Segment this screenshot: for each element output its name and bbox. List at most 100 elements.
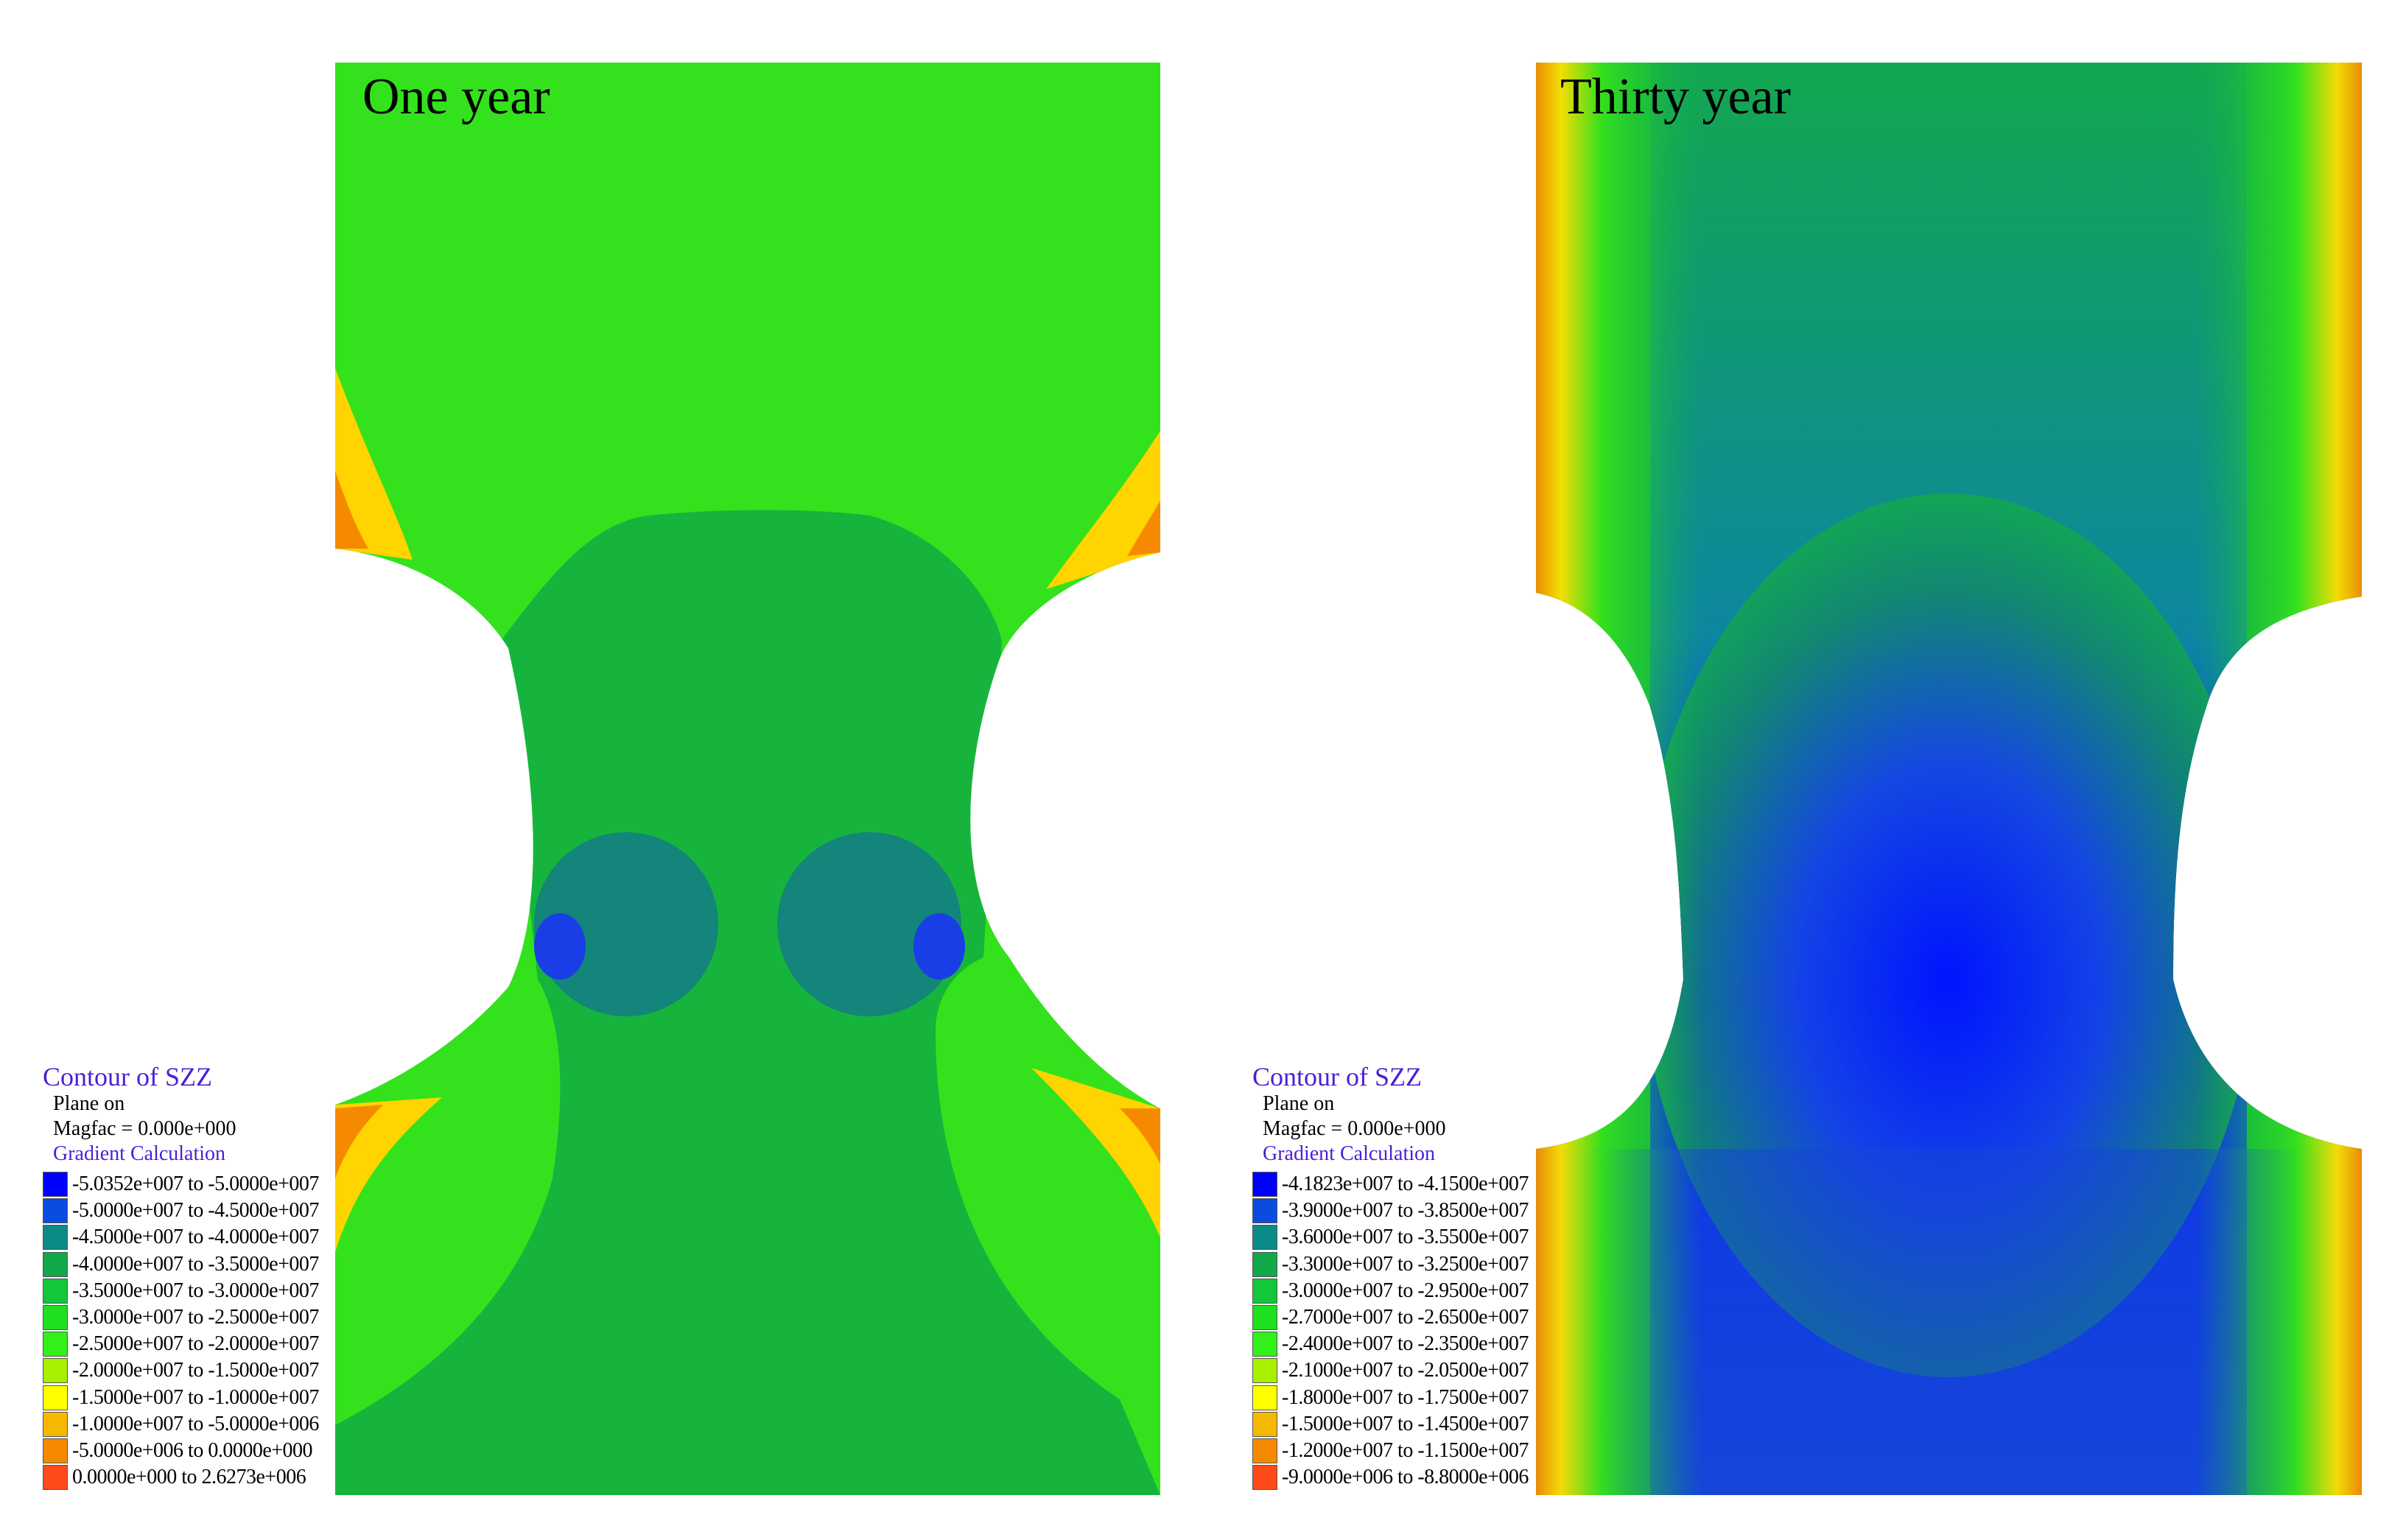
field-side-glow (1536, 63, 2362, 1495)
legend-range: -2.4000e+007 to -2.3500e+007 (1282, 1332, 1529, 1356)
legend-row: -1.8000e+007 to -1.7500e+007 (1252, 1385, 1529, 1411)
legend-row: -2.0000e+007 to -1.5000e+007 (43, 1357, 319, 1384)
legend-range: 0.0000e+000 to 2.6273e+006 (72, 1466, 306, 1489)
legend-row: -1.0000e+007 to -5.0000e+006 (43, 1411, 319, 1438)
legend-row: -2.7000e+007 to -2.6500e+007 (1252, 1304, 1529, 1331)
legend-swatch (43, 1358, 68, 1384)
legend-range: -3.5000e+007 to -3.0000e+007 (72, 1279, 319, 1302)
legend-row: -3.6000e+007 to -3.5500e+007 (1252, 1224, 1529, 1251)
panel-title: Thirty year (1560, 68, 1791, 125)
legend-plane: Plane on (1263, 1092, 1335, 1115)
legend-rows: -4.1823e+007 to -4.1500e+007 -3.9000e+00… (1252, 1171, 1529, 1491)
legend-swatch (1252, 1198, 1277, 1224)
legend-range: -3.9000e+007 to -3.8500e+007 (1282, 1199, 1529, 1223)
legend-row: 0.0000e+000 to 2.6273e+006 (43, 1464, 319, 1491)
field-hot-bottom-left-inner (335, 1105, 383, 1178)
legend-row: -5.0352e+007 to -5.0000e+007 (43, 1171, 319, 1198)
legend-range: -1.2000e+007 to -1.1500e+007 (1282, 1438, 1529, 1462)
legend-swatch (1252, 1251, 1277, 1277)
field-hot-top-left-inner (335, 471, 368, 549)
legend-row: -2.4000e+007 to -2.3500e+007 (1252, 1331, 1529, 1357)
legend-title: Contour of SZZ (43, 1062, 212, 1091)
legend-row: -1.5000e+007 to -1.0000e+007 (43, 1385, 319, 1411)
legend-magfac: Magfac = 0.000e+000 (53, 1117, 236, 1140)
legend-row: -9.0000e+006 to -8.8000e+006 (1252, 1464, 1529, 1491)
legend-swatch (1252, 1385, 1277, 1410)
field-blue-right (913, 913, 965, 980)
legend-row: -1.5000e+007 to -1.4500e+007 (1252, 1411, 1529, 1438)
legend-row: -2.5000e+007 to -2.0000e+007 (43, 1331, 319, 1357)
legend-row: -3.3000e+007 to -3.2500e+007 (1252, 1251, 1529, 1278)
legend-range: -1.5000e+007 to -1.0000e+007 (72, 1385, 319, 1409)
legend-swatch (43, 1465, 68, 1491)
legend-plane: Plane on (53, 1092, 125, 1115)
field-teal-left (534, 832, 718, 1016)
legend-range: -4.5000e+007 to -4.0000e+007 (72, 1226, 319, 1249)
legend-calculation: Gradient Calculation (53, 1142, 226, 1165)
legend-range: -9.0000e+006 to -8.8000e+006 (1282, 1466, 1529, 1489)
panel-thirty-year: Thirty year Contour of SZZ Plane on Magf… (1193, 0, 2392, 1540)
legend-range: -3.3000e+007 to -3.2500e+007 (1282, 1252, 1529, 1276)
legend-row: -5.0000e+006 to 0.0000e+000 (43, 1438, 319, 1464)
legend-swatch (1252, 1411, 1277, 1437)
legend-swatch (1252, 1172, 1277, 1198)
legend-range: -4.1823e+007 to -4.1500e+007 (1282, 1172, 1529, 1196)
legend-range: -2.7000e+007 to -2.6500e+007 (1282, 1306, 1529, 1329)
legend-range: -5.0352e+007 to -5.0000e+007 (72, 1172, 319, 1196)
field-teal-right (777, 832, 961, 1016)
legend-swatch (1252, 1438, 1277, 1463)
field-hot-bottom-right-inner (1120, 1108, 1160, 1164)
legend-range: -3.0000e+007 to -2.9500e+007 (1282, 1279, 1529, 1302)
legend-swatch (43, 1278, 68, 1304)
contour-plot-thirty-year (1536, 63, 2362, 1495)
legend-row: -3.5000e+007 to -3.0000e+007 (43, 1278, 319, 1304)
legend-swatch (1252, 1465, 1277, 1491)
legend-range: -3.6000e+007 to -3.5500e+007 (1282, 1226, 1529, 1249)
legend-swatch (43, 1385, 68, 1410)
legend-swatch (43, 1438, 68, 1463)
legend-magfac: Magfac = 0.000e+000 (1263, 1117, 1446, 1140)
legend-row: -1.2000e+007 to -1.1500e+007 (1252, 1438, 1529, 1464)
legend-calculation: Gradient Calculation (1263, 1142, 1436, 1165)
legend-range: -2.1000e+007 to -2.0500e+007 (1282, 1359, 1529, 1382)
legend-one-year: Contour of SZZ Plane on Magfac = 0.000e+… (43, 1062, 319, 1491)
legend-rows: -5.0352e+007 to -5.0000e+007 -5.0000e+00… (43, 1171, 319, 1491)
legend-swatch (1252, 1278, 1277, 1304)
field-core (335, 510, 1160, 1495)
legend-range: -5.0000e+006 to 0.0000e+000 (72, 1438, 313, 1462)
legend-row: -4.1823e+007 to -4.1500e+007 (1252, 1171, 1529, 1198)
legend-row: -3.9000e+007 to -3.8500e+007 (1252, 1198, 1529, 1224)
field-blue-left (534, 913, 586, 980)
legend-row: -3.0000e+007 to -2.5000e+007 (43, 1304, 319, 1331)
legend-thirty-year: Contour of SZZ Plane on Magfac = 0.000e+… (1252, 1062, 1529, 1491)
legend-swatch (1252, 1305, 1277, 1331)
field-hot-bottom-left (335, 1097, 442, 1252)
legend-swatch (1252, 1358, 1277, 1384)
legend-swatch (1252, 1225, 1277, 1251)
legend-swatch (43, 1305, 68, 1331)
legend-swatch (43, 1198, 68, 1224)
legend-swatch (43, 1411, 68, 1437)
contour-plot-one-year (335, 63, 1160, 1495)
legend-row: -3.0000e+007 to -2.9500e+007 (1252, 1278, 1529, 1304)
legend-swatch (43, 1332, 68, 1357)
legend-range: -1.8000e+007 to -1.7500e+007 (1282, 1385, 1529, 1409)
legend-row: -2.1000e+007 to -2.0500e+007 (1252, 1357, 1529, 1384)
legend-range: -3.0000e+007 to -2.5000e+007 (72, 1306, 319, 1329)
panel-title: One year (362, 68, 550, 125)
legend-range: -1.5000e+007 to -1.4500e+007 (1282, 1412, 1529, 1435)
legend-range: -1.0000e+007 to -5.0000e+006 (72, 1412, 319, 1435)
legend-swatch (43, 1251, 68, 1277)
legend-range: -5.0000e+007 to -4.5000e+007 (72, 1199, 319, 1223)
legend-range: -4.0000e+007 to -3.5000e+007 (72, 1252, 319, 1276)
field-hot-top-left (335, 368, 413, 560)
panel-one-year: One year Contour of SZZ Plane on Magfac … (0, 0, 1179, 1540)
legend-range: -2.0000e+007 to -1.5000e+007 (72, 1359, 319, 1382)
legend-row: -4.5000e+007 to -4.0000e+007 (43, 1224, 319, 1251)
legend-swatch (43, 1172, 68, 1198)
legend-row: -5.0000e+007 to -4.5000e+007 (43, 1198, 319, 1224)
legend-range: -2.5000e+007 to -2.0000e+007 (72, 1332, 319, 1356)
legend-swatch (43, 1225, 68, 1251)
legend-swatch (1252, 1332, 1277, 1357)
field-hot-top-right-inner (1127, 501, 1160, 556)
